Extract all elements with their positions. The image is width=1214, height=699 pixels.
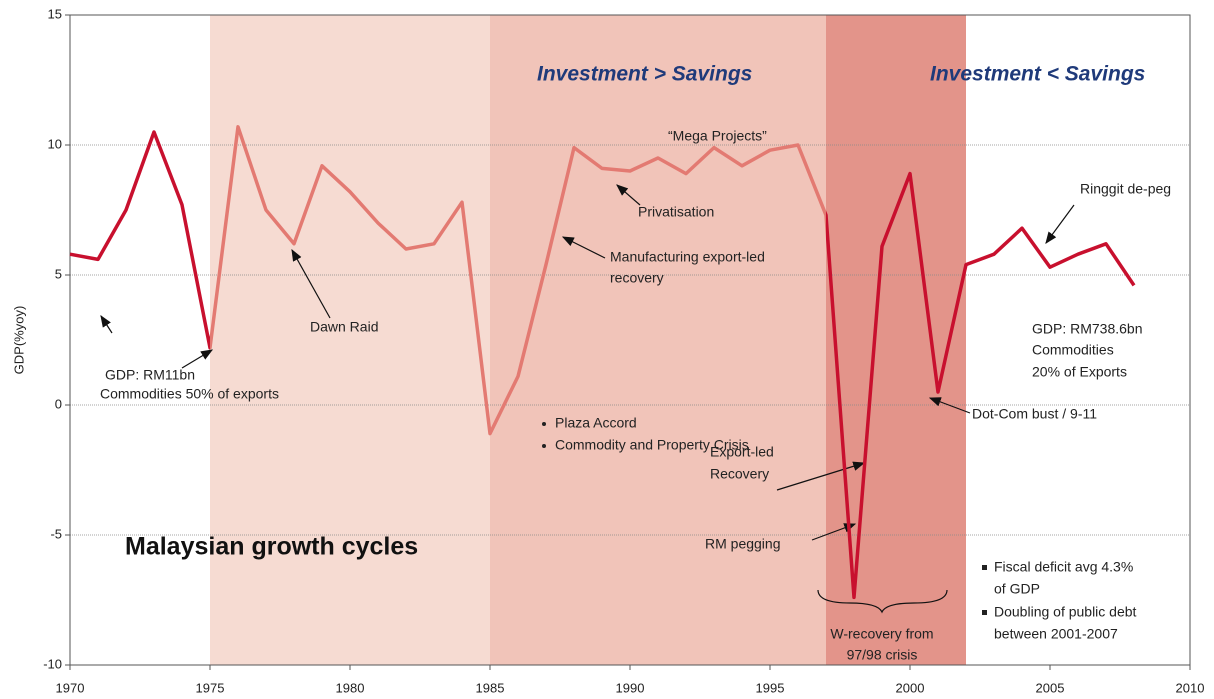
- annotation: Commodities: [1032, 342, 1114, 358]
- annotation: Dawn Raid: [310, 319, 378, 335]
- y-tick-label: 5: [55, 266, 62, 281]
- y-tick-label: -5: [50, 526, 62, 541]
- annotation: 20% of Exports: [1032, 364, 1127, 380]
- x-tick-label: 1975: [196, 680, 225, 695]
- annotation: Fiscal deficit avg 4.3%: [994, 559, 1133, 575]
- annotation: Recovery: [710, 466, 769, 482]
- x-tick-label: 2000: [896, 680, 925, 695]
- x-tick-label: 1985: [476, 680, 505, 695]
- annotation: Privatisation: [638, 204, 714, 220]
- y-tick-label: -10: [43, 656, 62, 671]
- x-tick-label: 1995: [756, 680, 785, 695]
- annotation: W-recovery from: [830, 626, 933, 642]
- annotation: Commodity and Property Crisis: [555, 437, 749, 453]
- period-band: [826, 15, 966, 665]
- annotation: “Mega Projects”: [668, 128, 767, 144]
- annotation: Commodities 50% of exports: [100, 386, 279, 402]
- x-tick-label: 2005: [1036, 680, 1065, 695]
- y-tick-label: 0: [55, 396, 62, 411]
- x-tick-label: 1990: [616, 680, 645, 695]
- y-tick-label: 15: [48, 6, 62, 21]
- x-tick-label: 2010: [1176, 680, 1205, 695]
- annotation: GDP: RM738.6bn: [1032, 321, 1143, 337]
- y-tick-label: 10: [48, 136, 62, 151]
- period-band: [490, 15, 826, 665]
- chart-title: Malaysian growth cycles: [125, 533, 418, 561]
- annotation: between 2001-2007: [994, 626, 1118, 642]
- gdp-line: [69, 125, 1136, 600]
- y-axis-label: GDP(%yoy): [11, 306, 26, 375]
- x-tick-label: 1980: [336, 680, 365, 695]
- arrows: [100, 184, 1075, 615]
- annotation: Manufacturing export-led: [610, 249, 765, 265]
- annotation: Doubling of public debt: [994, 604, 1137, 620]
- annotation: Export-led: [710, 444, 774, 460]
- period-band: [210, 15, 490, 665]
- annotation: of GDP: [994, 581, 1040, 597]
- annotation: 97/98 crisis: [847, 647, 918, 663]
- annotation: GDP: RM11bn: [105, 367, 195, 383]
- annotation: Plaza Accord: [555, 415, 637, 431]
- x-tick-label: 1970: [56, 680, 85, 695]
- period-header: Investment > Savings: [537, 63, 752, 86]
- annotation: recovery: [610, 270, 664, 286]
- annotation: Dot-Com bust / 9-11: [972, 406, 1097, 422]
- annotation: RM pegging: [705, 536, 781, 552]
- period-header: Investment < Savings: [930, 63, 1145, 86]
- annotation: Ringgit de-peg: [1080, 181, 1171, 197]
